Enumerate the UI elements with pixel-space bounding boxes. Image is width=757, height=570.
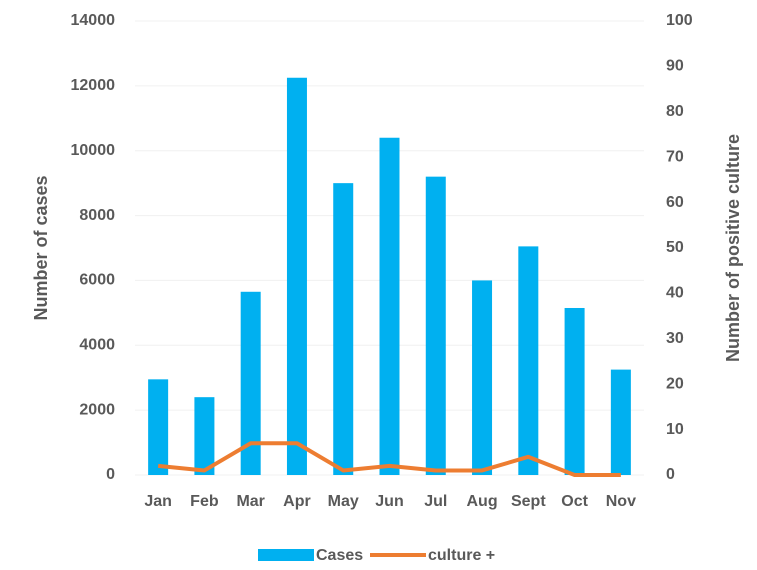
- x-tick-label: Jan: [144, 493, 172, 510]
- y2-tick-label: 80: [666, 103, 684, 120]
- legend-label: culture +: [428, 547, 495, 564]
- y2-tick-label: 100: [666, 12, 693, 29]
- bar: [240, 291, 261, 475]
- bar: [518, 246, 539, 475]
- y-tick-label: 6000: [79, 272, 115, 289]
- y2-tick-label: 70: [666, 148, 684, 165]
- y2-tick-label: 40: [666, 285, 684, 302]
- x-tick-label: Mar: [236, 493, 264, 510]
- y-tick-label: 12000: [71, 77, 116, 94]
- x-tick-label: Oct: [561, 493, 588, 510]
- legend-label: Cases: [316, 547, 363, 564]
- y2-tick-label: 60: [666, 194, 684, 211]
- bar: [379, 137, 400, 475]
- bar: [564, 307, 585, 475]
- line: [157, 441, 621, 477]
- y2-tick-label: 0: [666, 466, 675, 483]
- bar: [425, 176, 446, 475]
- bar: [286, 77, 307, 475]
- x-tick-label: Aug: [466, 493, 497, 510]
- y2-tick-label: 50: [666, 239, 684, 256]
- x-tick-label: Jun: [375, 493, 403, 510]
- y-tick-label: 14000: [71, 12, 116, 29]
- y-tick-label: 8000: [79, 207, 115, 224]
- y-tick-label: 4000: [79, 337, 115, 354]
- y-tick-label: 2000: [79, 401, 115, 418]
- y-tick-label: 0: [106, 466, 115, 483]
- bar: [194, 397, 215, 475]
- y2-axis-label: Number of positive culture: [723, 134, 743, 362]
- bar: [148, 379, 169, 475]
- y2-tick-label: 20: [666, 375, 684, 392]
- x-tick-label: Jul: [424, 493, 447, 510]
- bar: [610, 369, 631, 475]
- bar: [333, 183, 354, 475]
- x-tick-label: Feb: [190, 493, 219, 510]
- bar: [472, 280, 493, 475]
- y2-tick-label: 90: [666, 58, 684, 75]
- x-tick-label: May: [328, 493, 359, 510]
- x-tick-label: Nov: [606, 493, 636, 510]
- x-tick-label: Sept: [511, 493, 546, 510]
- y2-tick-label: 10: [666, 421, 684, 438]
- x-tick-label: Apr: [283, 493, 311, 510]
- y-tick-label: 10000: [71, 142, 116, 159]
- y-axis-label: Number of cases: [31, 175, 51, 320]
- legend-swatch: [258, 549, 314, 561]
- y2-tick-label: 30: [666, 330, 684, 347]
